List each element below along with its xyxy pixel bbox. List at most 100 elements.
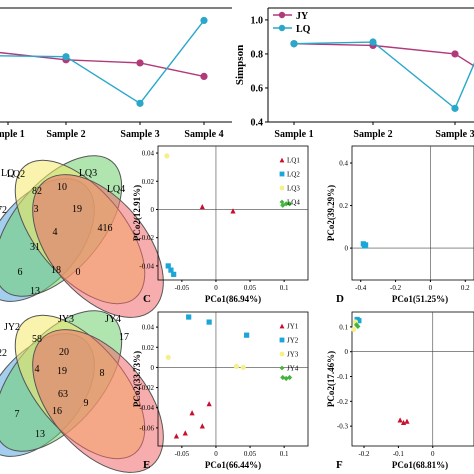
pcoa_C-point-lq2 xyxy=(168,267,174,273)
pcoa_C-point-lq1 xyxy=(199,204,205,210)
line_left-point-lq xyxy=(136,99,144,107)
pcoa_E-y-tick-label: -0.02 xyxy=(139,384,154,392)
pcoa_E-legend-label: JY1 xyxy=(287,323,299,331)
line_right-y-tick-label: 1.0 xyxy=(251,15,264,26)
line_right-series-line-jy xyxy=(293,43,474,67)
pcoa_D-frame xyxy=(351,145,474,281)
line_right-y-tick-label: 0.4 xyxy=(251,118,264,129)
pcoa_F-frame xyxy=(351,311,474,447)
chart-marks-layer: ample 1 Sample 2 Sample 3 Sample 4 Sample 1 S… xyxy=(0,7,474,471)
line_left-point-jy xyxy=(136,59,144,67)
line_left-series-line-jy xyxy=(0,51,205,78)
venn-jy-set-label: JY3 xyxy=(58,314,74,325)
line_left-point-lq xyxy=(62,53,70,61)
pcoa_C-legend-label: LQ2 xyxy=(287,171,300,179)
pcoa_E-legend-marker xyxy=(279,365,285,371)
pcoa_E-point-jy3 xyxy=(165,354,171,360)
venn_lq-region-value: 6 xyxy=(18,267,23,278)
pcoa_E-point-jy3 xyxy=(240,364,246,371)
pcoa_D-point-lq xyxy=(362,242,369,248)
venn_lq-region-value: 13 xyxy=(30,286,40,297)
pcoa_F-point-jy3 xyxy=(351,326,357,332)
venn-lq-set-lq4 xyxy=(32,174,164,318)
pcoa_E-point-jy1 xyxy=(206,401,212,407)
pcoa_E-point-jy4 xyxy=(286,374,293,381)
venn-jy-set-label: JY4 xyxy=(105,314,121,325)
pcoa_E-point-jy2 xyxy=(186,314,192,320)
pcoa_E-point-jy1 xyxy=(199,423,205,429)
pcoa_E-y-axis-label: PCo2(33.73%) xyxy=(132,351,142,407)
pcoa_D-panel-letter: D xyxy=(336,293,344,305)
venn_lq-set-label: LQ4 xyxy=(107,184,125,195)
line_left-x-tick-label: Sample 2 xyxy=(46,129,85,140)
pcoa_F-panel-letter: F xyxy=(336,459,343,471)
venn-jy-region-value: 17 xyxy=(119,332,129,343)
venn-jy-region-value: 16 xyxy=(52,406,62,417)
pcoa_F-y-tick-label: 0 xyxy=(345,348,349,356)
venn-jy-region-value: 19 xyxy=(57,366,67,377)
pcoa_C-legend-marker xyxy=(279,199,285,205)
pcoa_C-x-tick-label: 0.05 xyxy=(244,284,257,292)
pcoa_E-legend-marker xyxy=(279,323,285,329)
pcoa_C-y-tick-label: 0.04 xyxy=(142,150,155,158)
pcoa_C-x-tick-label: 0 xyxy=(214,284,218,292)
venn-jy-region-value: 20 xyxy=(59,347,69,358)
line_left-x-tick-label: ample 1 xyxy=(0,129,25,140)
pcoa_E-legend-label: JY3 xyxy=(287,351,299,359)
line_left-x-tick-label: Sample 3 xyxy=(120,129,159,140)
pcoa_F-y-tick-label: -0.1 xyxy=(337,373,349,381)
line_right-point-lq xyxy=(290,40,298,48)
pcoa_C-point-lq4 xyxy=(280,202,286,208)
pcoa_C-legend-label: LQ1 xyxy=(287,157,300,165)
pcoa_E-y-tick-label: -0.04 xyxy=(139,404,154,412)
pcoa_C-legend-label: LQ4 xyxy=(287,199,300,207)
pcoa_C-panel-letter: C xyxy=(143,293,151,305)
venn-jy-region-value: 13 xyxy=(35,429,45,440)
pcoa_E-point-jy2 xyxy=(206,319,212,325)
pcoa_C-y-tick-label: -0.04 xyxy=(139,262,154,270)
pcoa_E-x-tick-label: 0 xyxy=(214,450,218,458)
pcoa_E-y-tick-label: 0 xyxy=(151,364,155,372)
pcoa_F-point-jy1 xyxy=(397,417,403,423)
line-right-legend-label: LQ xyxy=(296,24,311,35)
venn-jy-region-value: 58 xyxy=(32,334,42,345)
venn-jy-region-value: 63 xyxy=(58,389,68,400)
venn_lq-region-value: 10 xyxy=(57,182,67,193)
line_right-x-tick-label: Sample 2 xyxy=(353,129,392,140)
line_right-point-lq xyxy=(369,38,377,46)
pcoa_E-y-tick-label: -0.06 xyxy=(139,424,154,432)
pcoa_C-legend-marker xyxy=(279,157,285,163)
pcoa_F-y-axis-label: PCo2(17.46%) xyxy=(326,351,336,407)
pcoa_E-point-jy1 xyxy=(189,410,195,416)
venn_lq-region-value: 82 xyxy=(32,186,42,197)
pcoa_C-x-axis-label: PCo1(86.94%) xyxy=(205,294,261,304)
pcoa_C-point-lq4 xyxy=(286,201,293,207)
venn_lq-region-value: 19 xyxy=(72,204,82,215)
pcoa_E-legend-label: JY4 xyxy=(287,365,299,373)
pcoa_E-legend-marker xyxy=(279,337,285,343)
pcoa_F-x-tick-label: 0 xyxy=(431,450,435,458)
pcoa_E-y-tick-label: 0.02 xyxy=(142,344,155,352)
venn-jy-region-value: 8 xyxy=(100,368,105,379)
pcoa_D-x-tick-label: -0.2 xyxy=(390,284,402,292)
pcoa_C-point-lq3 xyxy=(164,153,170,159)
pcoa_E-frame xyxy=(157,311,309,447)
pcoa_D-x-tick-label: 0.2 xyxy=(461,284,470,292)
line-right-legend-label: JY xyxy=(296,11,309,22)
pcoa_C-x-tick-label: 0.1 xyxy=(280,284,289,292)
pcoa_C-point-lq4 xyxy=(283,201,289,207)
line-right-legend-marker xyxy=(278,24,286,32)
line_right-x-tick-label: Sample 1 xyxy=(274,129,313,140)
pcoa_E-x-axis-label: PCo1(66.44%) xyxy=(205,460,261,470)
pcoa_E-point-jy4 xyxy=(280,374,286,381)
pcoa_F-point-jy4 xyxy=(355,323,361,329)
pcoa_D-y-axis-label: PCo2(39.29%) xyxy=(326,185,336,241)
pcoa_D-y-tick-label: 0 xyxy=(345,245,349,253)
line_right-y-tick-label: 0.8 xyxy=(251,49,264,60)
pcoa_E-point-jy1 xyxy=(182,430,188,436)
venn-jy-region-value: 7 xyxy=(15,409,20,420)
pcoa_C-point-lq2 xyxy=(171,271,177,277)
pcoa_C-legend-marker xyxy=(279,185,285,191)
venn_lq-region-value: 31 xyxy=(30,242,40,253)
